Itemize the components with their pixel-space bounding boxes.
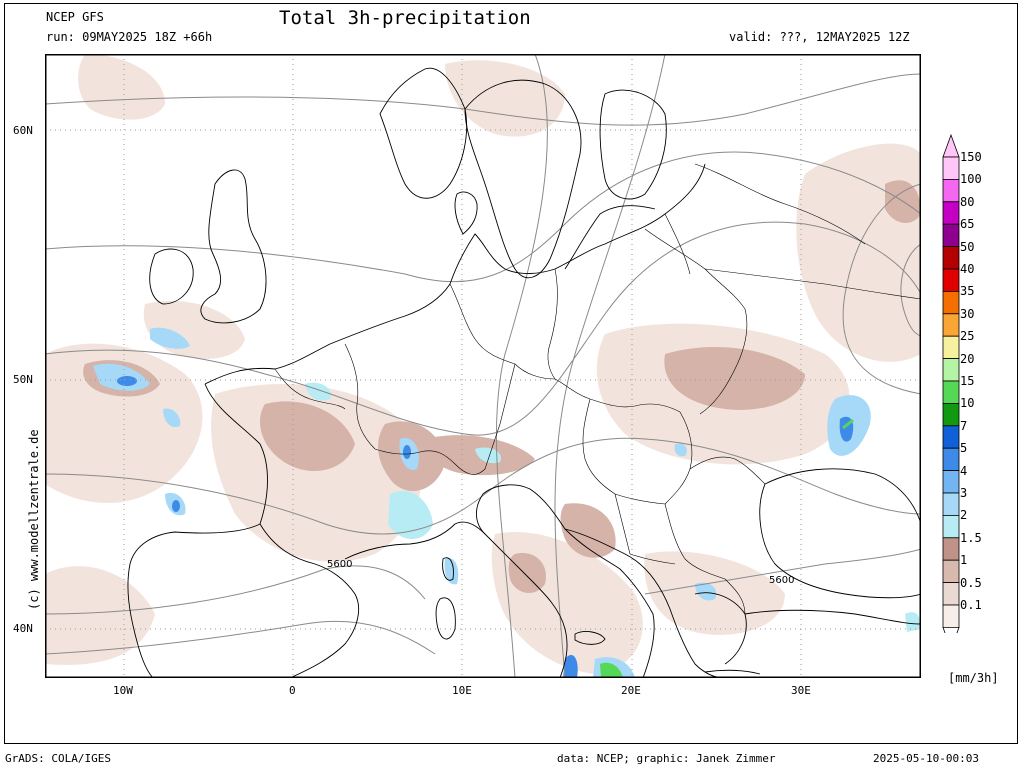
geopotential-contours — [45, 54, 921, 678]
valid-time: valid: ???, 12MAY2025 12Z — [729, 30, 910, 44]
legend-level-label: 3 — [960, 486, 968, 500]
legend-swatch — [942, 156, 960, 180]
legend-level-label: 50 — [960, 239, 975, 254]
model-name: NCEP GFS — [46, 10, 104, 24]
precip-heavy-areas — [93, 327, 921, 678]
legend-swatch — [942, 604, 960, 628]
legend-level-label: 35 — [960, 284, 975, 299]
legend-level-label: 7 — [960, 418, 968, 433]
legend-level-label: 15 — [960, 374, 975, 388]
lat-label-60n: 60N — [13, 124, 33, 137]
legend-swatch — [942, 425, 960, 449]
legend-unit: [mm/3h] — [948, 671, 999, 685]
legend-swatch — [942, 223, 960, 247]
legend-swatch — [942, 492, 960, 516]
legend-level-label: 80 — [960, 194, 975, 209]
lon-label-10e: 10E — [452, 684, 472, 697]
run-info: run: 09MAY2025 18Z +66h — [46, 30, 213, 44]
legend-swatch — [942, 402, 960, 427]
legend-level-label: 40 — [960, 262, 975, 276]
map-title: Total 3h-precipitation — [279, 7, 531, 29]
map-border — [45, 54, 921, 678]
legend-level-label: 100 — [960, 172, 982, 187]
legend-level-label: 20 — [960, 351, 975, 366]
precipitation-map: 5600 5600 — [45, 54, 921, 678]
country-borders — [274, 163, 921, 615]
legend-swatch — [942, 380, 960, 404]
legend-level-label: 1 — [960, 553, 968, 568]
legend-level-label: 25 — [960, 329, 975, 344]
legend-swatch — [942, 201, 960, 225]
legend-swatches — [942, 133, 960, 633]
color-legend — [942, 133, 960, 633]
legend-level-label: 0.5 — [960, 575, 982, 590]
legend-swatch — [942, 179, 960, 203]
side-credit: (c) www.modellzentrale.de — [27, 429, 41, 610]
legend-swatch — [942, 559, 960, 584]
legend-level-label: 30 — [960, 306, 975, 321]
isobar-label-west: 5600 — [327, 559, 352, 570]
legend-swatch — [942, 290, 960, 315]
legend-swatch — [942, 268, 960, 292]
footer-credits: data: NCEP; graphic: Janek Zimmer — [557, 752, 776, 765]
legend-swatch — [942, 447, 960, 472]
legend-swatch — [942, 514, 960, 539]
lat-label-50n: 50N — [13, 373, 33, 386]
footer-software: GrADS: COLA/IGES — [5, 752, 111, 765]
legend-level-label: 65 — [960, 217, 975, 232]
legend-level-label: 2 — [960, 508, 968, 523]
legend-swatch — [942, 358, 960, 382]
legend-level-label: 1.5 — [960, 530, 982, 545]
legend-level-label: 0.1 — [960, 598, 982, 612]
legend-swatch — [942, 582, 960, 606]
lon-label-30e: 30E — [791, 684, 811, 697]
legend-level-label: 10 — [960, 396, 975, 411]
legend-level-label: 4 — [960, 463, 968, 478]
footer-timestamp: 2025-05-10-00:03 — [873, 752, 979, 765]
graticule — [45, 54, 921, 678]
isobar-label-east: 5600 — [769, 575, 794, 586]
lat-label-40n: 40N — [13, 622, 33, 635]
lon-label-20e: 20E — [621, 684, 641, 697]
legend-arrow-bottom — [942, 627, 960, 633]
legend-swatch — [942, 335, 960, 359]
legend-level-label: 5 — [960, 441, 968, 456]
legend-level-label: 150 — [960, 150, 982, 164]
legend-swatch — [942, 537, 960, 561]
legend-arrow-top — [942, 133, 960, 158]
legend-swatch — [942, 246, 960, 270]
legend-swatch — [942, 470, 960, 494]
figure-frame — [4, 3, 1018, 744]
legend-swatch — [942, 313, 960, 337]
lon-label-0: 0 — [289, 684, 296, 697]
lon-label-10w: 10W — [113, 684, 133, 697]
coastlines — [127, 67, 921, 678]
